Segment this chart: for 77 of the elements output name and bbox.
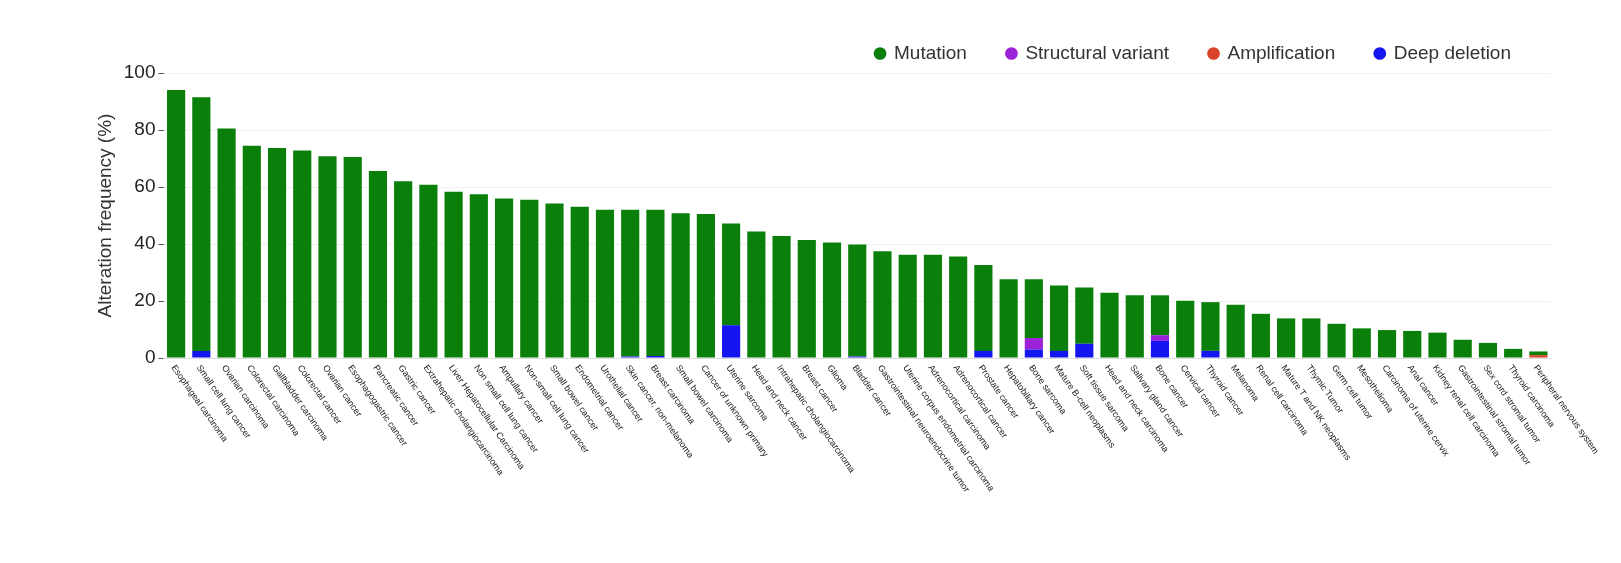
- bar: [1201, 350, 1220, 358]
- bar: [192, 350, 211, 358]
- y-tick-label: 40: [134, 232, 156, 254]
- legend-label: Deep deletion: [1393, 41, 1512, 63]
- bar: [1150, 295, 1170, 336]
- bar: [974, 265, 993, 351]
- y-tick-label: 20: [134, 289, 156, 311]
- bar: [1176, 300, 1195, 358]
- bar: [293, 150, 312, 358]
- bar: [1277, 318, 1296, 358]
- bar: [1403, 330, 1422, 358]
- bar: [722, 223, 741, 326]
- bar: [1504, 348, 1523, 358]
- y-tick-label: 0: [144, 346, 156, 368]
- y-tick-label: 100: [123, 61, 156, 83]
- bar: [1075, 287, 1094, 344]
- bar: [1049, 285, 1069, 351]
- bar: [419, 184, 438, 358]
- bar: [646, 209, 665, 357]
- bar: [494, 198, 514, 358]
- bar: [1377, 330, 1397, 358]
- bar: [747, 231, 766, 358]
- bar: [318, 156, 337, 358]
- bar: [1529, 351, 1548, 356]
- bar: [1125, 295, 1144, 358]
- bar: [1529, 355, 1548, 358]
- bar: [797, 240, 816, 358]
- bar: [898, 254, 917, 358]
- bar: [1201, 302, 1220, 351]
- bar: [1024, 279, 1043, 339]
- bar: [671, 213, 690, 358]
- y-tick-label: 60: [134, 175, 156, 197]
- bar: [1251, 313, 1270, 358]
- bar: [974, 350, 993, 358]
- y-axis-title: Alteration frequency (%): [93, 113, 115, 318]
- bar: [1150, 335, 1170, 341]
- bar: [848, 244, 867, 357]
- legend-label: Amplification: [1227, 41, 1336, 63]
- bar: [873, 251, 892, 358]
- bar: [192, 97, 211, 351]
- bar: [1327, 323, 1346, 358]
- bar: [696, 214, 715, 358]
- bar: [394, 181, 413, 358]
- bar: [1302, 318, 1321, 358]
- bar: [1075, 343, 1094, 358]
- bar: [1352, 328, 1371, 358]
- bar: [570, 206, 589, 358]
- bar: [343, 157, 362, 358]
- bar: [520, 199, 539, 358]
- bar: [167, 90, 186, 358]
- legend-label: Structural variant: [1025, 41, 1170, 63]
- bar: [1428, 332, 1447, 358]
- bar: [267, 147, 287, 358]
- bar: [999, 279, 1018, 358]
- bar: [1150, 340, 1170, 358]
- bar: [1024, 338, 1043, 350]
- bar: [469, 194, 488, 358]
- bar: [822, 242, 842, 358]
- bar: [368, 171, 388, 358]
- bar: [923, 254, 943, 358]
- bar: [1049, 350, 1069, 358]
- bar: [1024, 349, 1043, 358]
- bar: [722, 325, 741, 358]
- bar: [595, 209, 615, 358]
- bar: [545, 203, 564, 358]
- bar: [772, 236, 791, 358]
- bar: [621, 209, 640, 357]
- y-tick-label: 80: [134, 118, 156, 140]
- bar: [217, 128, 236, 358]
- bar: [949, 256, 968, 358]
- bar: [1478, 342, 1498, 358]
- bar: [1226, 304, 1245, 358]
- bar: [444, 191, 463, 358]
- legend-label: Mutation: [894, 41, 967, 63]
- bar: [242, 145, 261, 358]
- bar: [1453, 339, 1472, 358]
- bar: [1100, 292, 1119, 358]
